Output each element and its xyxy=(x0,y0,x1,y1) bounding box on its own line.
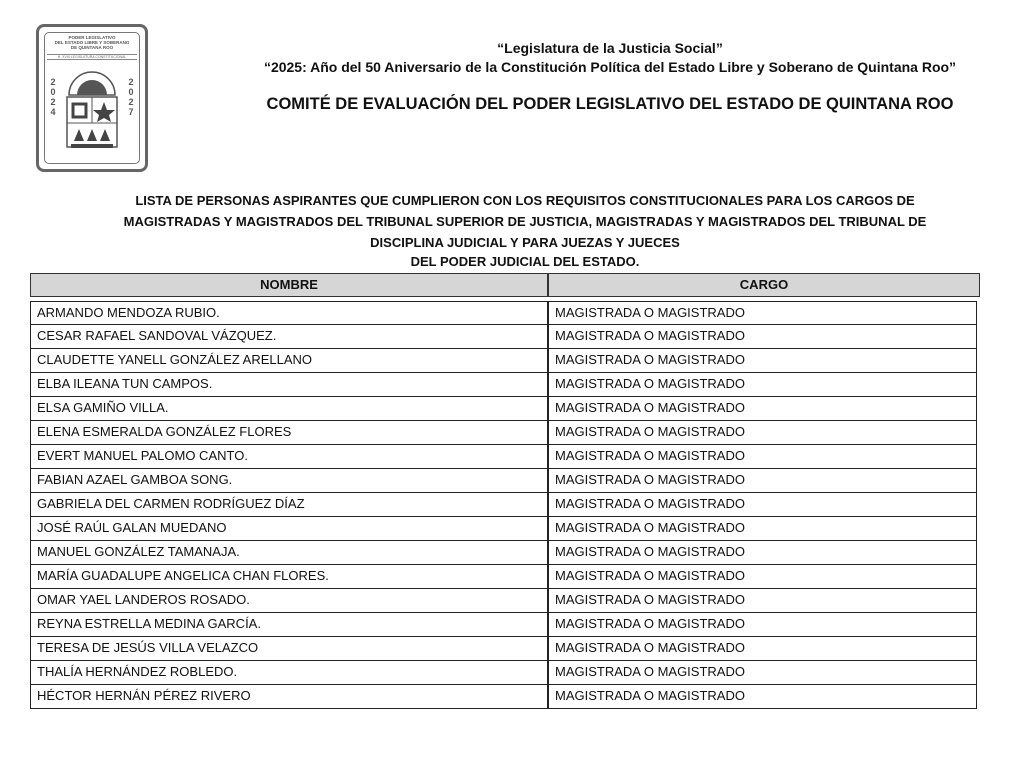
logo-frame xyxy=(44,32,140,164)
cargo-cell: MAGISTRADA O MAGISTRADO xyxy=(548,469,977,493)
table-row: MANUEL GONZÁLEZ TAMANAJA. MAGISTRADA O MA… xyxy=(30,541,977,565)
nombre-cell: JOSÉ RAÚL GALAN MUEDANO xyxy=(30,517,548,541)
table-row: ARMANDO MENDOZA RUBIO. MAGISTRADA O MAGIS… xyxy=(30,301,977,325)
nombre-cell: REYNA ESTRELLA MEDINA GARCÍA. xyxy=(30,613,548,637)
cargo-cell: MAGISTRADA O MAGISTRADO xyxy=(548,301,977,325)
table-row: MARÍA GUADALUPE ANGELICA CHAN FLORES. MAG… xyxy=(30,565,977,589)
cargo-cell: MAGISTRADA O MAGISTRADO xyxy=(548,685,977,709)
nombre-cell: CLAUDETTE YANELL GONZÁLEZ ARELLANO xyxy=(30,349,548,373)
cargo-cell: MAGISTRADA O MAGISTRADO xyxy=(548,373,977,397)
cargo-cell: MAGISTRADA O MAGISTRADO xyxy=(548,349,977,373)
nombre-cell: THALÍA HERNÁNDEZ ROBLEDO. xyxy=(30,661,548,685)
cargo-cell: MAGISTRADA O MAGISTRADO xyxy=(548,445,977,469)
nombre-cell: GABRIELA DEL CARMEN RODRÍGUEZ DÍAZ xyxy=(30,493,548,517)
title-line: LISTA DE PERSONAS ASPIRANTES QUE CUMPLIE… xyxy=(135,193,915,208)
cargo-cell: MAGISTRADA O MAGISTRADO xyxy=(548,517,977,541)
nombre-cell: OMAR YAEL LANDEROS ROSADO. xyxy=(30,589,548,613)
nombre-cell: ELSA GAMIÑO VILLA. xyxy=(30,397,548,421)
nombre-cell: ELENA ESMERALDA GONZÁLEZ FLORES xyxy=(30,421,548,445)
cargo-cell: MAGISTRADA O MAGISTRADO xyxy=(548,421,977,445)
title-line: DISCIPLINA JUDICIAL Y PARA JUEZAS Y JUEC… xyxy=(370,235,680,250)
nombre-cell: MANUEL GONZÁLEZ TAMANAJA. xyxy=(30,541,548,565)
nombre-cell: ELBA ILEANA TUN CAMPOS. xyxy=(30,373,548,397)
table-row: EVERT MANUEL PALOMO CANTO. MAGISTRADA O M… xyxy=(30,445,977,469)
logo-line: PODER LEGISLATIVO xyxy=(68,35,116,40)
nombre-cell: HÉCTOR HERNÁN PÉREZ RIVERO xyxy=(30,685,548,709)
nombre-cell: MARÍA GUADALUPE ANGELICA CHAN FLORES. xyxy=(30,565,548,589)
table-row: FABIAN AZAEL GAMBOA SONG. MAGISTRADA O MA… xyxy=(30,469,977,493)
nombre-cell: EVERT MANUEL PALOMO CANTO. xyxy=(30,445,548,469)
header-anniversary: “2025: Año del 50 Aniversario de la Cons… xyxy=(263,59,957,75)
header-slogan: “Legislatura de la Justicia Social” xyxy=(497,40,723,56)
title-line: DEL PODER JUDICIAL DEL ESTADO. xyxy=(410,254,640,269)
title-line: MAGISTRADAS Y MAGISTRADOS DEL TRIBUNAL S… xyxy=(123,214,927,229)
cargo-cell: MAGISTRADA O MAGISTRADO xyxy=(548,589,977,613)
committee-title: COMITÉ DE EVALUACIÓN DEL PODER LEGISLATI… xyxy=(266,95,954,113)
coat-of-arms-icon xyxy=(66,71,118,148)
legislature-logo: PODER LEGISLATIVO DEL ESTADO LIBRE Y SOBE… xyxy=(36,24,148,172)
table-row: THALÍA HERNÁNDEZ ROBLEDO. MAGISTRADA O MA… xyxy=(30,661,977,685)
table-header: NOMBRE CARGO xyxy=(30,273,980,297)
table-row: ELBA ILEANA TUN CAMPOS. MAGISTRADA O MAGI… xyxy=(30,373,977,397)
cargo-cell: MAGISTRADA O MAGISTRADO xyxy=(548,541,977,565)
cargo-cell: MAGISTRADA O MAGISTRADO xyxy=(548,493,977,517)
document-title: LISTA DE PERSONAS ASPIRANTES QUE CUMPLIE… xyxy=(50,190,1000,271)
cargo-cell: MAGISTRADA O MAGISTRADO xyxy=(548,637,977,661)
column-header-cargo: CARGO xyxy=(548,273,980,297)
nombre-cell: FABIAN AZAEL GAMBOA SONG. xyxy=(30,469,548,493)
table-row: OMAR YAEL LANDEROS ROSADO. MAGISTRADA O M… xyxy=(30,589,977,613)
table-row: JOSÉ RAÚL GALAN MUEDANO MAGISTRADA O MAGI… xyxy=(30,517,977,541)
cargo-cell: MAGISTRADA O MAGISTRADO xyxy=(548,661,977,685)
table-row: CLAUDETTE YANELL GONZÁLEZ ARELLANO MAGIST… xyxy=(30,349,977,373)
table-row: HÉCTOR HERNÁN PÉREZ RIVERO MAGISTRADA O M… xyxy=(30,685,977,709)
logo-line: DEL ESTADO LIBRE Y SOBERANO xyxy=(54,40,130,45)
table-row: ELSA GAMIÑO VILLA. MAGISTRADA O MAGISTRAD… xyxy=(30,397,977,421)
nombre-cell: CESAR RAFAEL SANDOVAL VÁZQUEZ. xyxy=(30,325,548,349)
cargo-cell: MAGISTRADA O MAGISTRADO xyxy=(548,325,977,349)
logo-subtitle: H. XVIII LEGISLATURA CONSTITUCIONAL xyxy=(47,54,137,60)
cargo-cell: MAGISTRADA O MAGISTRADO xyxy=(548,565,977,589)
cargo-cell: MAGISTRADA O MAGISTRADO xyxy=(548,397,977,421)
table-row: ELENA ESMERALDA GONZÁLEZ FLORES MAGISTRAD… xyxy=(30,421,977,445)
candidates-table: ARMANDO MENDOZA RUBIO. MAGISTRADA O MAGIS… xyxy=(30,301,977,709)
nombre-cell: ARMANDO MENDOZA RUBIO. xyxy=(30,301,548,325)
logo-text: PODER LEGISLATIVO DEL ESTADO LIBRE Y SOBE… xyxy=(49,35,135,50)
cargo-cell: MAGISTRADA O MAGISTRADO xyxy=(548,613,977,637)
logo-line: DE QUINTANA ROO xyxy=(70,45,114,50)
table-row: GABRIELA DEL CARMEN RODRÍGUEZ DÍAZ MAGIST… xyxy=(30,493,977,517)
table-row: REYNA ESTRELLA MEDINA GARCÍA. MAGISTRADA … xyxy=(30,613,977,637)
table-row: CESAR RAFAEL SANDOVAL VÁZQUEZ. MAGISTRADA… xyxy=(30,325,977,349)
nombre-cell: TERESA DE JESÚS VILLA VELAZCO xyxy=(30,637,548,661)
column-header-nombre: NOMBRE xyxy=(30,273,548,297)
table-row: TERESA DE JESÚS VILLA VELAZCO MAGISTRADA … xyxy=(30,637,977,661)
